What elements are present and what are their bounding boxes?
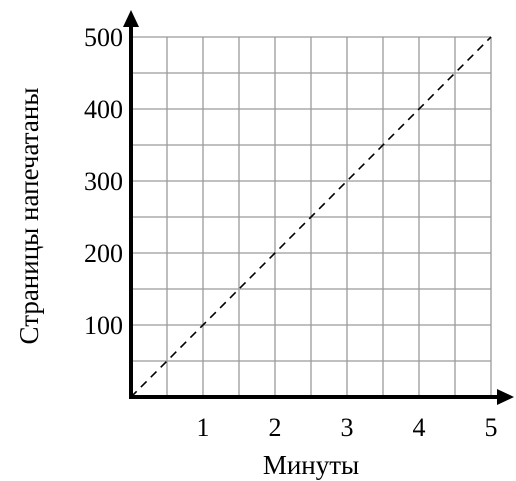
tick-labels: 1 2 3 4 5 100 200 300 400 500 <box>84 23 498 442</box>
axes <box>123 10 514 405</box>
y-tick-label: 100 <box>84 311 123 340</box>
x-tick-label: 4 <box>413 413 426 442</box>
x-axis-arrow <box>497 389 514 405</box>
grid <box>131 36 492 397</box>
series <box>130 36 492 398</box>
y-tick-label: 300 <box>84 167 123 196</box>
x-tick-label: 1 <box>197 413 210 442</box>
x-axis-label: Минуты <box>263 450 359 480</box>
y-axis-arrow <box>123 10 139 27</box>
y-tick-label: 200 <box>84 239 123 268</box>
x-tick-label: 3 <box>341 413 354 442</box>
y-tick-label: 500 <box>84 23 123 52</box>
x-tick-label: 5 <box>485 413 498 442</box>
y-axis-label: Страницы напечатаны <box>14 88 44 345</box>
x-tick-label: 2 <box>269 413 282 442</box>
series-line-1 <box>130 36 492 398</box>
y-tick-label: 400 <box>84 95 123 124</box>
